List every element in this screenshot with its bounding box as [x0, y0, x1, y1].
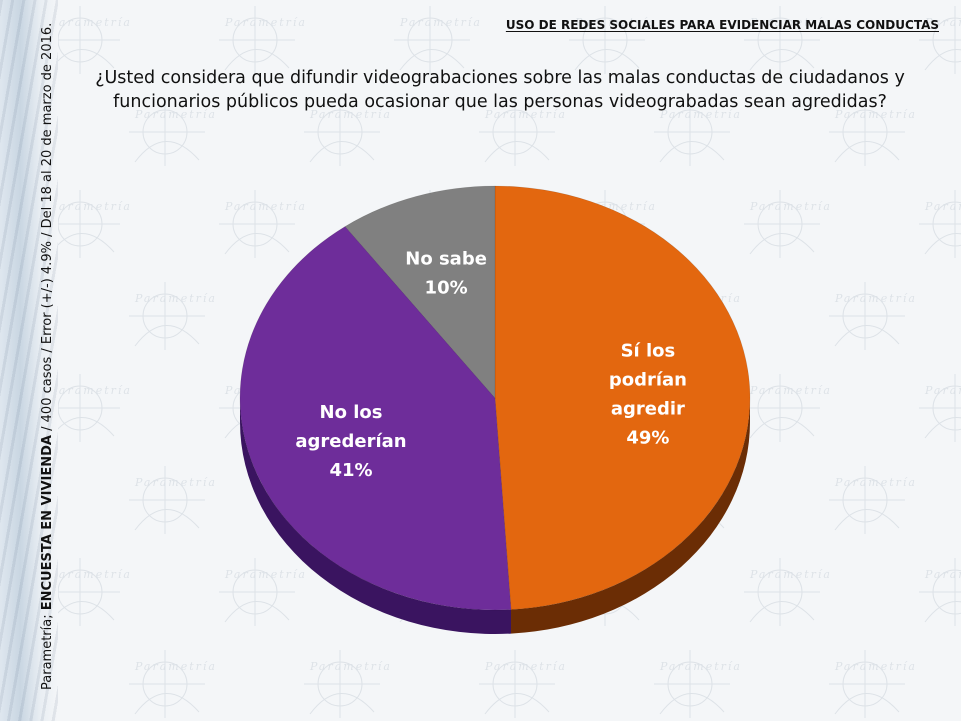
pie-slice-2 [344, 185, 496, 399]
slice-label-0-2: agredir [611, 399, 685, 420]
watermark-brand-9: Parametría [659, 108, 742, 121]
watermark-brand-10: Parametría [834, 108, 917, 121]
watermark-brand-29: Parametría [924, 384, 961, 397]
watermark-brand-4: Parametría [749, 16, 832, 29]
watermark-brand-6: Parametría [134, 108, 217, 121]
question-text: ¿Usted considera que difundir videograba… [95, 68, 905, 112]
slice-pct-label-2: 10% [425, 278, 468, 299]
watermark-brand-22: Parametría [834, 292, 917, 305]
watermark-brand-0: Parametría [49, 16, 132, 29]
watermark-brand-28: Parametría [749, 384, 832, 397]
header-title: USO DE REDES SOCIALES PARA EVIDENCIAR MA… [505, 18, 939, 32]
watermark-brand-18: Parametría [134, 292, 217, 305]
watermark-brand-12: Parametría [49, 200, 132, 213]
pie-slice-1 [239, 226, 512, 611]
slice-label-1-0: No los [320, 402, 383, 423]
watermark-brand-8: Parametría [484, 108, 567, 121]
watermark-brand-34: Parametría [834, 476, 917, 489]
pie-slice-0 [494, 185, 751, 610]
watermark-brand-24: Parametría [49, 384, 132, 397]
watermark-brand-43: Parametría [309, 660, 392, 673]
watermark-brand-16: Parametría [749, 200, 832, 213]
watermark-brand-30: Parametría [134, 476, 217, 489]
slice-label-0-0: Sí los [621, 341, 676, 362]
watermark-brand-40: Parametría [749, 568, 832, 581]
watermark-brand-36: Parametría [49, 568, 132, 581]
watermark-brand-5: Parametría [924, 16, 961, 29]
pie-slice-side-0 [511, 398, 750, 634]
pie-depth-layer [240, 398, 750, 634]
watermark-brand-42: Parametría [134, 660, 217, 673]
watermark-brand-45: Parametría [659, 660, 742, 673]
pie-slice-side-1 [240, 398, 512, 634]
watermark-brand-1: Parametría [224, 16, 307, 29]
decorative-side-strip [0, 0, 58, 721]
watermark-brand-41: Parametría [924, 568, 961, 581]
slice-label-1-1: agrederían [295, 431, 406, 452]
watermark-brand-2: Parametría [399, 16, 482, 29]
pie-labels: Sí los podrían agredir 49% No los agrederían 4… [295, 249, 687, 482]
watermark-brand-46: Parametría [834, 660, 917, 673]
pie-top-layer [239, 185, 751, 611]
watermark-brand-7: Parametría [309, 108, 392, 121]
slice-label-2-0: No sabe [405, 249, 487, 270]
slice-label-0-1: podrían [609, 370, 687, 391]
watermark-brand-44: Parametría [484, 660, 567, 673]
slice-pct-label-1: 41% [329, 460, 372, 481]
watermark-brand-17: Parametría [924, 200, 961, 213]
watermark-brand-13: Parametría [224, 200, 307, 213]
watermark-brand-3: Parametría [574, 16, 657, 29]
slice-pct-label-0: 49% [626, 428, 669, 449]
watermark-brand-37: Parametría [224, 568, 307, 581]
